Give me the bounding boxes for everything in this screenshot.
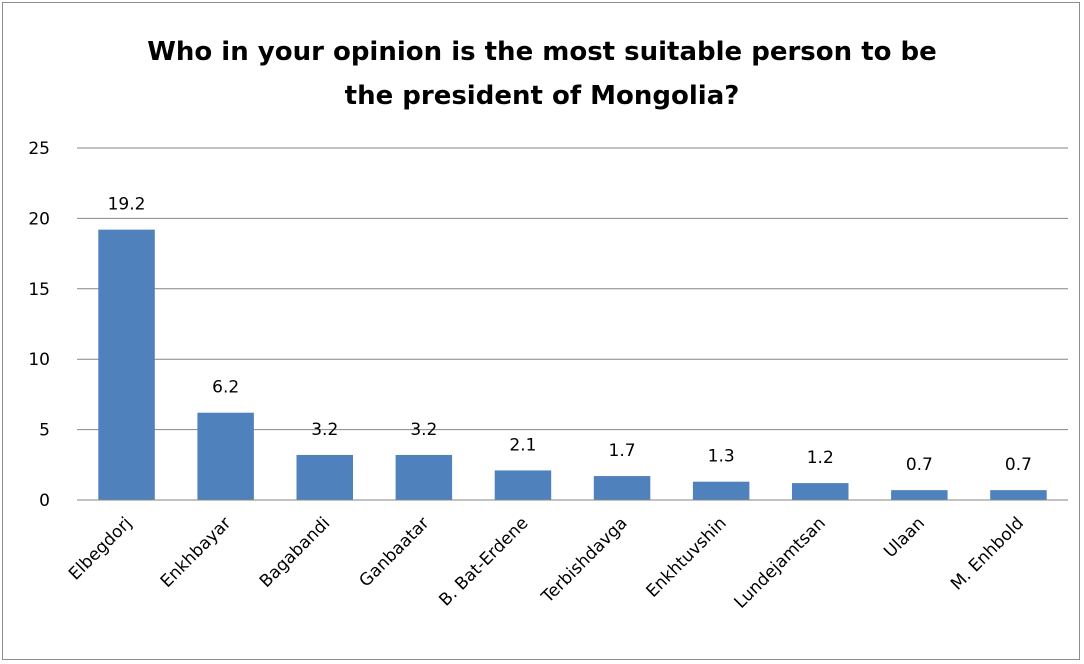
x-category-label: B. Bat-Erdene — [435, 513, 532, 610]
x-category-label: Ulaan — [880, 513, 929, 562]
bar — [593, 476, 651, 500]
chart-title: Who in your opinion is the most suitable… — [0, 30, 1084, 118]
data-label: 19.2 — [108, 195, 146, 215]
x-category-label: Elbegdorj — [65, 513, 136, 584]
data-label: 1.3 — [708, 447, 735, 467]
gridlines — [77, 147, 1068, 431]
data-label: 0.7 — [906, 455, 933, 475]
y-tick-label: 20 — [28, 209, 50, 229]
data-label: 1.7 — [609, 441, 636, 461]
x-axis-category-labels: Elbegdorj Enkhbayar Bagabandi Ganbaatar B. B… — [65, 513, 1028, 612]
bar — [395, 454, 453, 500]
y-tick-label: 10 — [28, 350, 50, 370]
bar — [792, 483, 849, 500]
y-tick-label: 15 — [28, 280, 50, 300]
bar — [98, 229, 155, 500]
y-axis-tick-labels: 0 5 10 15 20 25 — [28, 139, 50, 511]
data-label: 2.1 — [509, 435, 536, 455]
data-labels: 19.2 6.2 3.2 3.2 2.1 1.7 1.3 1.2 0.7 0.7 — [108, 195, 1032, 475]
x-category-label: Bagabandi — [256, 513, 334, 591]
bar — [990, 490, 1047, 500]
bar — [296, 454, 353, 500]
x-category-label: M. Enhbold — [947, 513, 1028, 594]
bars — [98, 229, 1047, 500]
bar — [494, 470, 552, 500]
x-category-label: Lundejamtsan — [731, 513, 830, 612]
bar — [692, 481, 750, 500]
x-category-label: Enkhtuvshin — [642, 513, 730, 601]
chart-title-line-1: Who in your opinion is the most suitable… — [147, 37, 937, 67]
x-category-label: Enkhbayar — [157, 513, 235, 591]
y-tick-label: 5 — [39, 421, 50, 441]
data-label: 6.2 — [212, 378, 239, 398]
x-category-label: Ganbaatar — [356, 513, 434, 591]
y-tick-label: 0 — [39, 491, 50, 511]
y-tick-label: 25 — [28, 139, 50, 159]
data-label: 3.2 — [410, 420, 437, 440]
data-label: 1.2 — [807, 448, 834, 468]
data-label: 0.7 — [1005, 455, 1032, 475]
bar — [197, 412, 254, 500]
x-category-label: Terbishdavga — [537, 513, 631, 607]
bar — [891, 490, 948, 500]
data-label: 3.2 — [311, 420, 338, 440]
chart-title-line-2: the president of Mongolia? — [344, 81, 740, 111]
